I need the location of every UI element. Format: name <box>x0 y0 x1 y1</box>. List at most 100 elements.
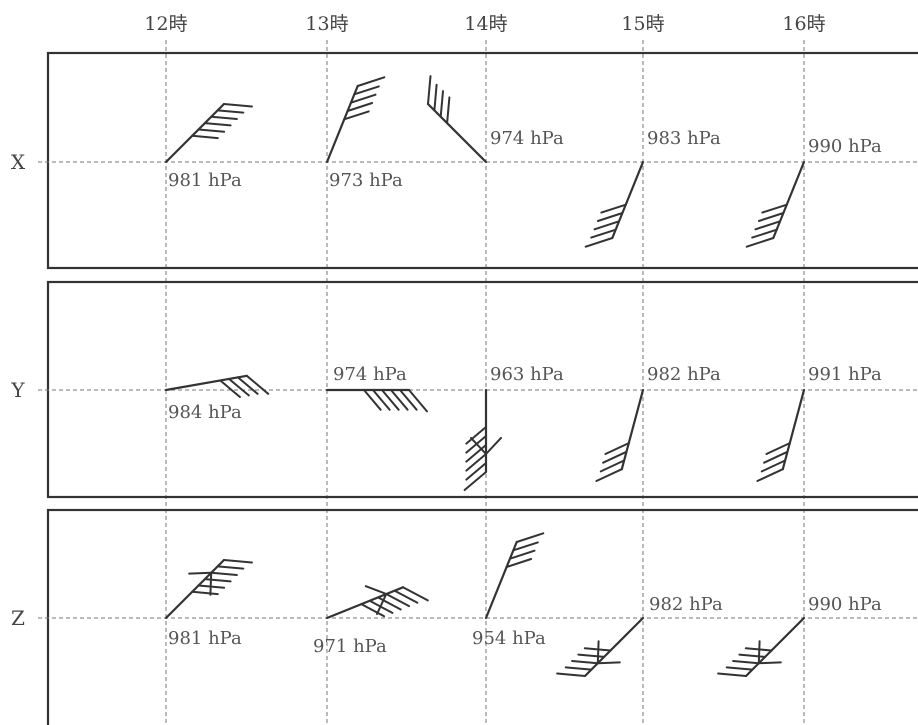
pressure-label: 974 hPa <box>490 128 564 149</box>
pressure-label: 990 hPa <box>808 136 882 157</box>
wind-feather <box>353 85 380 96</box>
wind-cross-mark <box>470 436 487 455</box>
wind-barb <box>484 532 545 620</box>
wind-feather <box>210 571 238 576</box>
wind-feather <box>584 237 614 248</box>
station-panels: X 981 hPa 973 hPa 974 hPa 983 hPa 990 hPa Y 984… <box>10 51 918 725</box>
wind-feather <box>446 96 451 125</box>
wind-feather <box>360 603 386 618</box>
wind-feather <box>756 468 784 482</box>
wind-staff <box>164 102 226 164</box>
hour-label: 14時 <box>464 13 507 35</box>
wind-feather <box>732 660 760 665</box>
wind-feather <box>761 203 788 214</box>
wind-feather <box>203 578 232 583</box>
wind-cross-mark <box>596 640 600 665</box>
wind-feather <box>738 653 767 658</box>
wind-feather <box>399 389 418 411</box>
wind-feather <box>751 228 778 239</box>
wind-feather <box>356 76 386 87</box>
wind-barb <box>325 76 386 164</box>
wind-feather <box>385 593 411 608</box>
station-label: Y <box>10 378 25 402</box>
station-panel-z: Z 981 hPa 971 hPa 954 hPa 982 hPa 990 hPa <box>11 508 918 725</box>
wind-staff <box>426 102 488 164</box>
panel-border <box>46 508 918 725</box>
wind-feather <box>236 376 259 395</box>
wind-barb <box>164 102 253 164</box>
wind-feather <box>245 374 270 395</box>
wind-barb <box>756 388 806 482</box>
wind-feather <box>571 660 599 665</box>
wind-cross-mark <box>596 661 621 665</box>
wind-feather <box>343 110 370 121</box>
pressure-label: 971 hPa <box>313 636 387 657</box>
wind-staff <box>620 388 645 471</box>
wind-feather <box>602 450 628 464</box>
wind-barb <box>463 388 502 491</box>
wind-staff <box>164 558 226 620</box>
wind-staff <box>325 84 359 164</box>
wind-feather <box>219 379 241 398</box>
wind-barb <box>325 388 428 413</box>
wind-feather <box>725 666 754 671</box>
wind-staff <box>484 540 518 620</box>
wind-feather <box>216 109 245 114</box>
wind-staff <box>781 388 806 471</box>
wind-feather <box>427 75 432 105</box>
hour-label: 15時 <box>621 13 664 35</box>
wind-feather <box>216 565 245 570</box>
pressure-label: 963 hPa <box>490 364 564 385</box>
wind-feather <box>604 442 630 455</box>
wind-barb <box>164 374 270 398</box>
wind-feather <box>754 220 781 231</box>
panel-border <box>46 51 918 270</box>
wind-staff <box>611 160 645 240</box>
wind-feather <box>210 115 238 120</box>
wind-barb <box>325 585 429 620</box>
wind-feather <box>350 93 377 104</box>
wind-feather <box>346 102 374 112</box>
wind-cross-mark <box>485 436 502 455</box>
wind-feather <box>203 122 232 127</box>
pressure-label: 981 hPa <box>168 628 242 649</box>
wind-barb <box>584 160 645 248</box>
wind-feather <box>372 389 391 411</box>
pressure-label: 981 hPa <box>168 170 242 191</box>
pressure-label: 982 hPa <box>647 364 721 385</box>
pressure-label: 991 hPa <box>808 364 882 385</box>
wind-feather <box>590 228 617 239</box>
hour-label: 16時 <box>782 13 825 35</box>
wind-cross-mark <box>376 593 388 615</box>
wind-staff <box>744 616 806 678</box>
pressure-label: 974 hPa <box>333 364 407 385</box>
wind-feather <box>393 589 419 604</box>
wind-feather <box>509 549 536 560</box>
wind-feather <box>223 103 253 108</box>
pressure-label: 984 hPa <box>168 402 242 423</box>
wind-feather <box>377 596 402 611</box>
wind-barb <box>426 75 488 164</box>
wind-feather <box>463 471 487 491</box>
wind-feather <box>390 389 409 411</box>
wind-feather <box>408 389 428 413</box>
wind-feather <box>465 462 487 481</box>
wind-cross-mark <box>757 661 782 665</box>
wind-feather <box>765 442 791 455</box>
wind-staff <box>164 374 248 392</box>
wind-cross-mark <box>757 640 761 665</box>
station-panel-x: X 981 hPa 973 hPa 974 hPa 983 hPa 990 hPa <box>11 51 918 270</box>
wind-feather <box>596 212 624 222</box>
station-label: Z <box>11 606 25 630</box>
pressure-label: 982 hPa <box>649 594 723 615</box>
wind-feather <box>717 672 747 677</box>
wind-feather <box>763 450 789 464</box>
wind-barb <box>745 160 806 248</box>
wind-feather <box>757 212 785 222</box>
wind-feather <box>465 453 487 472</box>
wind-feather <box>600 203 627 214</box>
wind-feather <box>505 558 533 568</box>
wind-feather <box>433 83 438 112</box>
wind-barb <box>717 616 806 678</box>
wind-feather <box>512 541 539 552</box>
